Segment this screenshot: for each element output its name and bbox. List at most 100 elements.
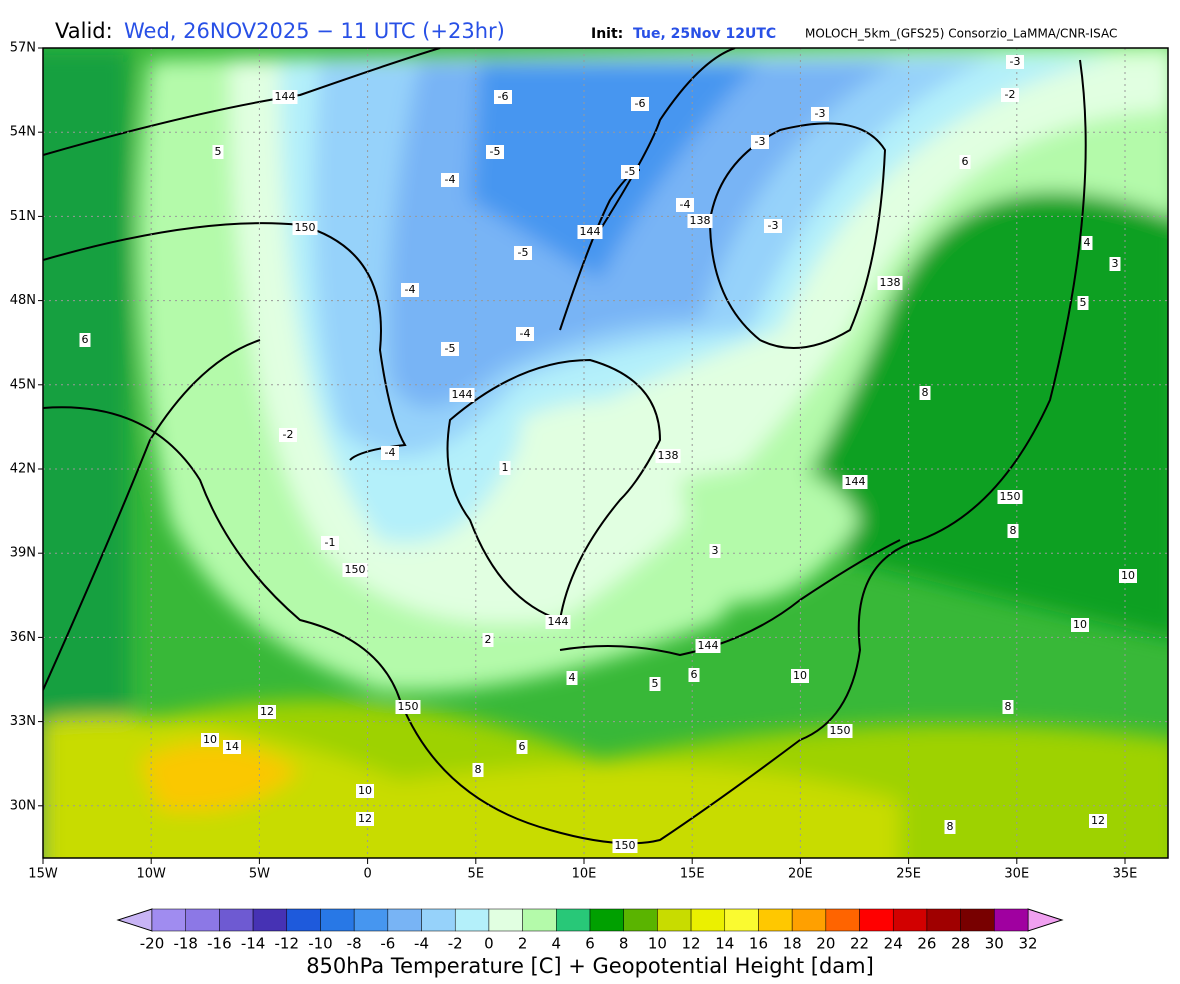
colorbar-box xyxy=(522,908,557,932)
contour-label-box xyxy=(494,90,512,104)
contour-label: 8 xyxy=(1005,700,1012,713)
colorbar-tick-label: 28 xyxy=(951,935,970,953)
contour-label: 144 xyxy=(845,475,866,488)
lat-label: 57N xyxy=(10,41,36,56)
colorbar-box xyxy=(960,908,995,932)
contour-label-box xyxy=(499,461,511,475)
colorbar-tick-label: 24 xyxy=(884,935,903,953)
colorbar-tick-label: 4 xyxy=(552,935,562,953)
contour-label: 150 xyxy=(1000,490,1021,503)
contour-label-box xyxy=(356,812,374,826)
contour-label-box xyxy=(566,671,578,685)
contour-label-box xyxy=(842,475,868,489)
colorbar-box xyxy=(623,908,658,932)
contour-label: -5 xyxy=(445,342,456,355)
contour-label-box xyxy=(649,677,661,691)
colorbar-tick-label: 32 xyxy=(1018,935,1037,953)
contour-label: 3 xyxy=(1112,257,1119,270)
contour-label-box xyxy=(577,225,603,239)
contour-label-box xyxy=(258,705,276,719)
colorbar-box xyxy=(690,908,726,932)
contour-label-box xyxy=(687,214,713,228)
contour-label-box xyxy=(1006,55,1024,69)
contour-label: -5 xyxy=(518,246,529,259)
lat-label: 39N xyxy=(10,546,36,561)
map-frame xyxy=(42,47,1169,859)
colorbar-title: 850hPa Temperature [C] + Geopotential He… xyxy=(306,954,874,978)
contour-label-box xyxy=(342,563,368,577)
colorbar-tick-label: 14 xyxy=(715,935,734,953)
colorbar-tick-label: 8 xyxy=(619,935,629,953)
lon-label: 15W xyxy=(28,867,58,882)
contour-label-box xyxy=(751,135,769,149)
axes: 57N 54N 51N 48N 45N 42N 39N 36N 33N 30N 15W 10W 5W 0 5… xyxy=(10,41,1138,882)
lat-label: 48N xyxy=(10,293,36,308)
colorbar-tick-label: -16 xyxy=(207,935,232,953)
contour-label-box xyxy=(709,544,721,558)
colorbar-box xyxy=(151,908,186,932)
contour-label: 138 xyxy=(658,449,679,462)
contour-label-box xyxy=(401,283,419,297)
contour-label-box xyxy=(631,97,649,111)
colorbar-tick-label: 20 xyxy=(816,935,835,953)
contour-label-box xyxy=(791,669,809,683)
contour-label: -1 xyxy=(325,536,336,549)
lon-label: 15E xyxy=(680,867,705,882)
contour-label-box xyxy=(1089,814,1107,828)
lat-label: 42N xyxy=(10,462,36,477)
colorbar-tick-label: 6 xyxy=(585,935,595,953)
lon-label: 25E xyxy=(896,867,921,882)
colorbar-box xyxy=(185,908,220,932)
contour-label: 10 xyxy=(358,784,372,797)
contour-label: 3 xyxy=(712,544,719,557)
contour-label-box xyxy=(516,327,534,341)
contour-label-box xyxy=(223,740,241,754)
contour-label: 6 xyxy=(691,668,698,681)
lat-label: 51N xyxy=(10,209,36,224)
contour-label: -3 xyxy=(815,107,826,120)
contour-label: -3 xyxy=(755,135,766,148)
colorbar-box xyxy=(219,908,254,932)
colorbar: -20 -18 -16 -14 -12 -10 -8 -6 -4 -2 0 2 4 6 8 10 12 14 16 1… xyxy=(116,908,1064,953)
colorbar-box xyxy=(556,908,591,932)
contour-label: -3 xyxy=(768,219,779,232)
init-text: Tue, 25Nov 12UTC xyxy=(633,26,776,42)
contour-label: 150 xyxy=(345,563,366,576)
contour-label-box xyxy=(279,428,297,442)
lat-label: 36N xyxy=(10,630,36,645)
lat-label: 33N xyxy=(10,714,36,729)
contour-label-box xyxy=(321,536,339,550)
colorbar-tick-label: -18 xyxy=(173,935,198,953)
contour-label: 5 xyxy=(1080,296,1087,309)
contour-label: 8 xyxy=(947,820,954,833)
lon-label: 30E xyxy=(1004,867,1029,882)
colorbar-box xyxy=(758,908,793,932)
init-label: Init: xyxy=(591,26,623,42)
contour-label: 138 xyxy=(690,214,711,227)
contour-label-box xyxy=(655,449,681,463)
contour-label: 144 xyxy=(275,90,296,103)
colorbar-box xyxy=(724,908,759,932)
contour-label: 6 xyxy=(82,333,89,346)
contour-label-box xyxy=(356,784,374,798)
contour-label: 12 xyxy=(1091,814,1105,827)
contour-label: 6 xyxy=(962,155,969,168)
colorbar-tick-label: -4 xyxy=(414,935,429,953)
height-contours xyxy=(43,48,1087,845)
contour-label-box xyxy=(381,446,399,460)
contour-label-box xyxy=(1071,618,1089,632)
lon-label: 20E xyxy=(788,867,813,882)
contour-label-box xyxy=(201,733,219,747)
contour-label: 10 xyxy=(1073,618,1087,631)
contour-label: 138 xyxy=(880,276,901,289)
colorbar-tick-label: -20 xyxy=(140,935,165,953)
contour-label-box xyxy=(449,388,475,402)
contour-label-box xyxy=(292,221,318,235)
colorbar-box xyxy=(252,908,288,932)
lat-label: 30N xyxy=(10,798,36,813)
colorbar-box xyxy=(387,908,422,932)
contour-label: 150 xyxy=(615,839,636,852)
colorbar-tick-label: 16 xyxy=(749,935,768,953)
contour-label-box xyxy=(441,342,459,356)
contour-label: -4 xyxy=(445,173,456,186)
